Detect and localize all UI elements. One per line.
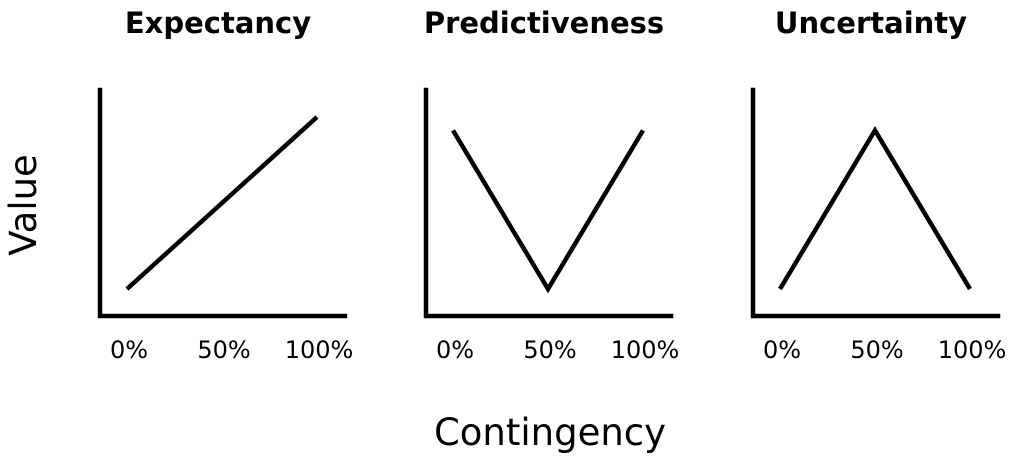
- chart-panel-3: Uncertainty 0% 50% 100%: [750, 6, 1007, 364]
- chart-panel-2: Predictiveness 0% 50% 100%: [423, 6, 680, 364]
- chart-title: Uncertainty: [775, 6, 967, 40]
- x-tick-label: 50%: [197, 336, 250, 364]
- chart-title: Expectancy: [125, 6, 311, 40]
- x-tick-label: 0%: [763, 336, 801, 364]
- chart-panels: Expectancy 0% 50% 100% Predictiveness 0% 50% 10…: [97, 6, 1007, 364]
- series-line: [125, 115, 319, 291]
- chart-axes: [750, 87, 1001, 319]
- y-axis-title: Value: [2, 154, 45, 256]
- x-tick-label: 50%: [523, 336, 576, 364]
- x-tick-label: 0%: [436, 336, 474, 364]
- series-line: [451, 129, 645, 294]
- chart-axes: [423, 87, 674, 319]
- x-tick-label: 50%: [850, 336, 903, 364]
- x-tick-label: 100%: [611, 336, 680, 364]
- chart-panel-1: Expectancy 0% 50% 100%: [97, 6, 354, 364]
- chart-title: Predictiveness: [424, 6, 664, 40]
- x-tick-label: 100%: [938, 336, 1007, 364]
- series-line: [778, 126, 972, 291]
- chart-axes: [97, 87, 348, 319]
- x-axis-title: Contingency: [434, 411, 666, 454]
- x-tick-label: 0%: [110, 336, 148, 364]
- x-tick-label: 100%: [285, 336, 354, 364]
